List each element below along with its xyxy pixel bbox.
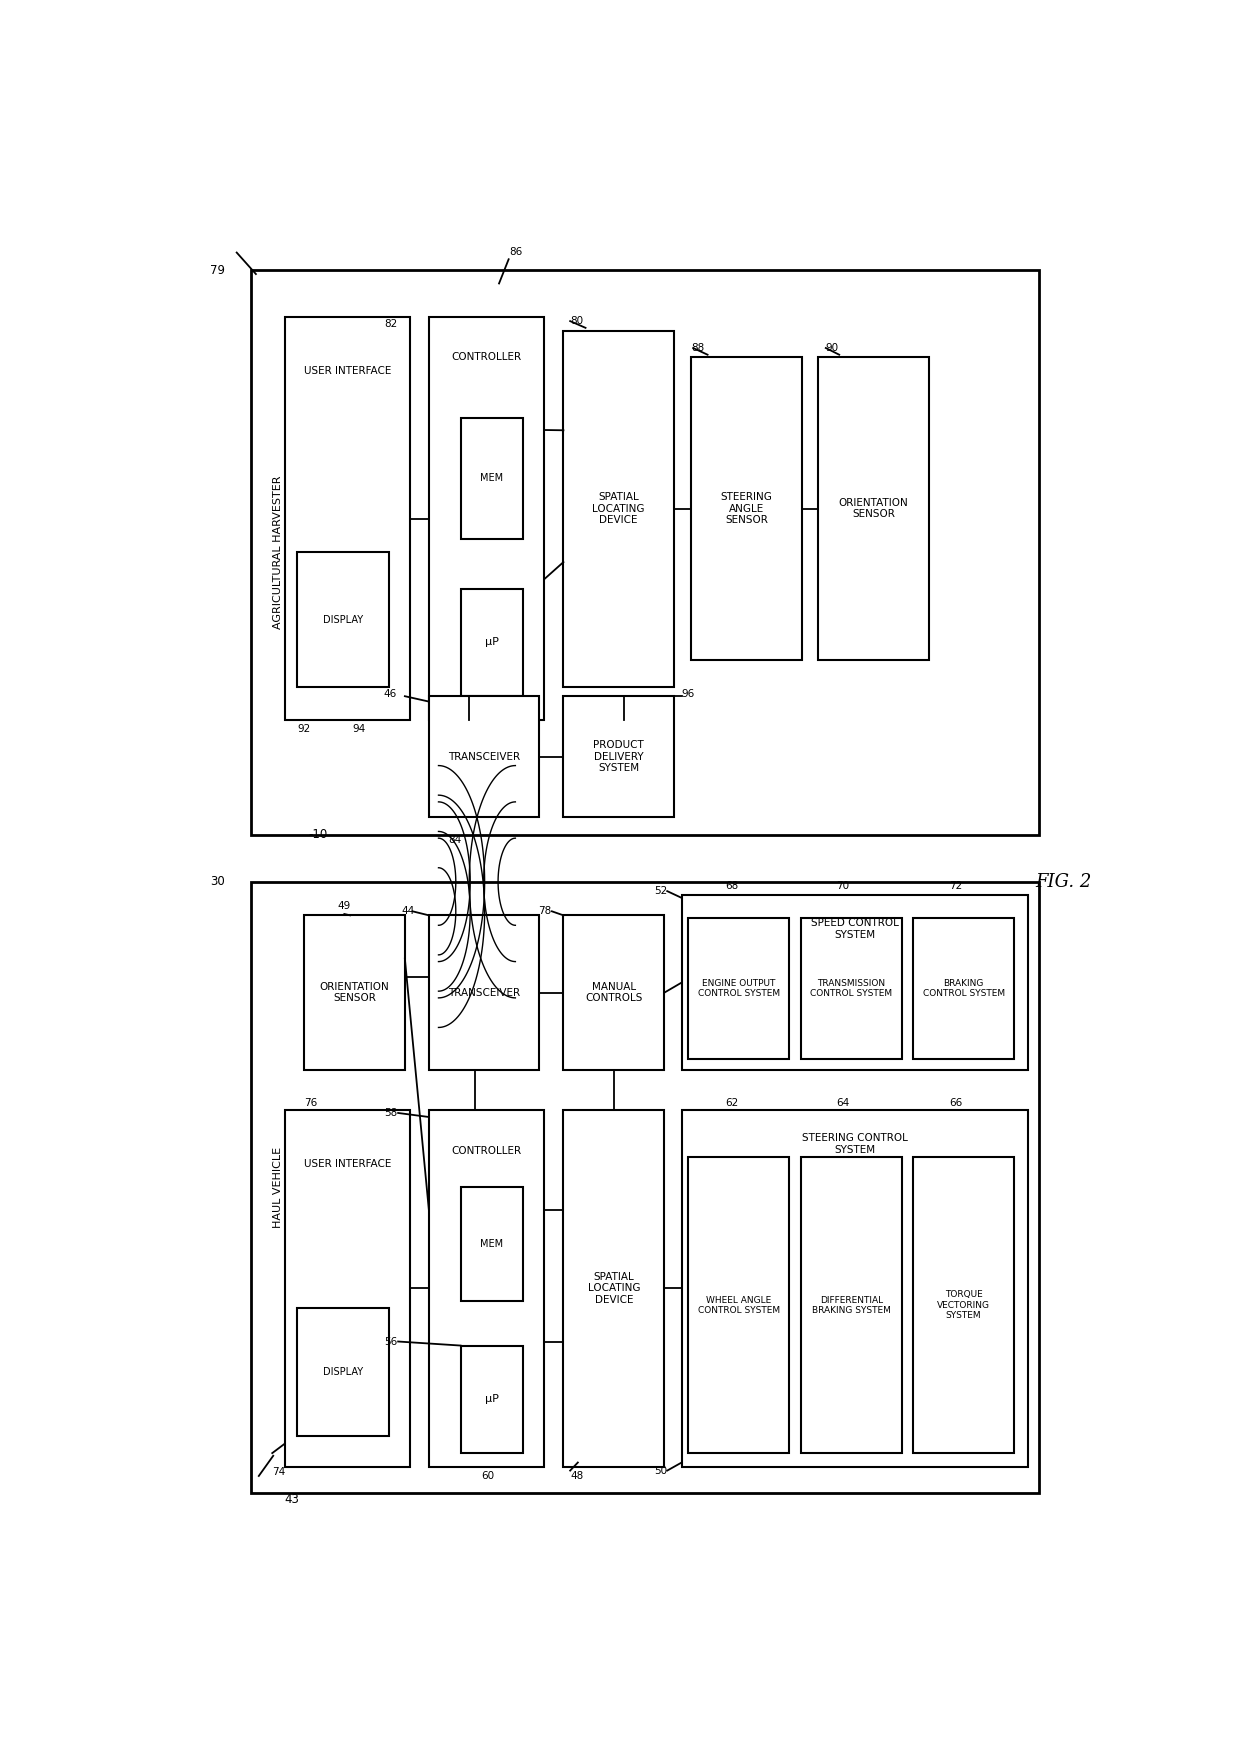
Text: SPEED CONTROL
SYSTEM: SPEED CONTROL SYSTEM [811,918,899,939]
Text: 64: 64 [837,1098,849,1107]
Text: AGRICULTURAL HARVESTER: AGRICULTURAL HARVESTER [273,475,283,629]
Bar [429,1110,544,1467]
Bar [801,1158,901,1453]
Text: 62: 62 [725,1098,738,1107]
Text: 88: 88 [691,342,704,353]
Bar [563,915,665,1070]
Text: 84: 84 [448,835,461,845]
Bar [429,318,544,721]
Text: WHEEL ANGLE
CONTROL SYSTEM: WHEEL ANGLE CONTROL SYSTEM [698,1296,780,1315]
Text: DISPLAY: DISPLAY [322,615,363,625]
Text: MANUAL
CONTROLS: MANUAL CONTROLS [585,981,642,1004]
Bar [429,697,539,817]
Bar [913,1158,1014,1453]
Text: TRANSCEIVER: TRANSCEIVER [448,988,521,997]
Text: TORQUE
VECTORING
SYSTEM: TORQUE VECTORING SYSTEM [937,1290,991,1320]
Text: -10: -10 [309,828,329,842]
Text: ENGINE OUTPUT
CONTROL SYSTEM: ENGINE OUTPUT CONTROL SYSTEM [698,980,780,999]
Text: DIFFERENTIAL
BRAKING SYSTEM: DIFFERENTIAL BRAKING SYSTEM [812,1296,890,1315]
Bar [563,697,675,817]
Bar [682,896,1028,1070]
Text: 50: 50 [653,1465,667,1475]
Text: 72: 72 [949,882,962,890]
Text: ORIENTATION
SENSOR: ORIENTATION SENSOR [320,981,389,1004]
Text: 49: 49 [337,901,351,911]
Text: 30: 30 [210,875,224,889]
Text: ORIENTATION
SENSOR: ORIENTATION SENSOR [838,498,908,520]
Bar [913,918,1014,1060]
Text: μP: μP [485,1395,498,1404]
Text: STEERING CONTROL
SYSTEM: STEERING CONTROL SYSTEM [802,1133,908,1154]
Text: SPATIAL
LOCATING
DEVICE: SPATIAL LOCATING DEVICE [588,1271,640,1304]
Text: 44: 44 [402,906,414,917]
Text: 58: 58 [384,1109,397,1117]
Bar [298,1308,388,1435]
Text: 43: 43 [285,1493,300,1507]
Text: 52: 52 [653,887,667,896]
Text: μP: μP [485,637,498,648]
Text: 78: 78 [538,906,551,917]
Bar [285,1110,409,1467]
Text: TRANSCEIVER: TRANSCEIVER [448,753,521,761]
Text: CONTROLLER: CONTROLLER [451,1145,522,1156]
Bar [563,330,675,686]
Text: DISPLAY: DISPLAY [322,1367,363,1378]
Text: FIG. 2: FIG. 2 [1035,873,1092,890]
Bar [460,1187,523,1301]
Bar [688,918,789,1060]
Text: BRAKING
CONTROL SYSTEM: BRAKING CONTROL SYSTEM [923,980,1004,999]
Text: 74: 74 [273,1467,285,1477]
Text: 60: 60 [481,1470,495,1481]
Text: 56: 56 [384,1336,397,1346]
Text: 48: 48 [570,1470,583,1481]
Bar [691,358,802,660]
Bar [688,1158,789,1453]
Text: 92: 92 [298,725,310,735]
Bar [682,1110,1028,1467]
Text: 96: 96 [682,688,694,698]
Text: 79: 79 [210,264,224,276]
Text: SPATIAL
LOCATING
DEVICE: SPATIAL LOCATING DEVICE [593,492,645,526]
Bar [304,915,405,1070]
Text: 82: 82 [384,320,397,328]
Text: 66: 66 [949,1098,962,1107]
Bar [298,552,388,686]
Text: 70: 70 [837,882,849,890]
Text: 90: 90 [826,342,839,353]
Bar [460,417,523,540]
Text: HAUL VEHICLE: HAUL VEHICLE [273,1147,283,1227]
Text: MEM: MEM [480,473,503,484]
Text: 80: 80 [570,316,583,327]
Text: 86: 86 [508,246,522,257]
Bar [818,358,929,660]
Text: STEERING
ANGLE
SENSOR: STEERING ANGLE SENSOR [720,492,773,526]
Text: 68: 68 [725,882,738,890]
Text: CONTROLLER: CONTROLLER [451,353,522,363]
Bar [250,882,1039,1493]
Text: 94: 94 [352,725,366,735]
Text: 76: 76 [304,1098,317,1107]
Text: 46: 46 [384,688,397,698]
Text: PRODUCT
DELIVERY
SYSTEM: PRODUCT DELIVERY SYSTEM [593,740,644,773]
Bar [460,588,523,697]
Text: MEM: MEM [480,1240,503,1248]
Text: USER INTERFACE: USER INTERFACE [304,1159,391,1170]
Text: USER INTERFACE: USER INTERFACE [304,367,391,375]
Bar [285,318,409,721]
Bar [250,271,1039,835]
Bar [563,1110,665,1467]
Text: TRANSMISSION
CONTROL SYSTEM: TRANSMISSION CONTROL SYSTEM [810,980,893,999]
Bar [460,1346,523,1453]
Bar [801,918,901,1060]
Bar [429,915,539,1070]
